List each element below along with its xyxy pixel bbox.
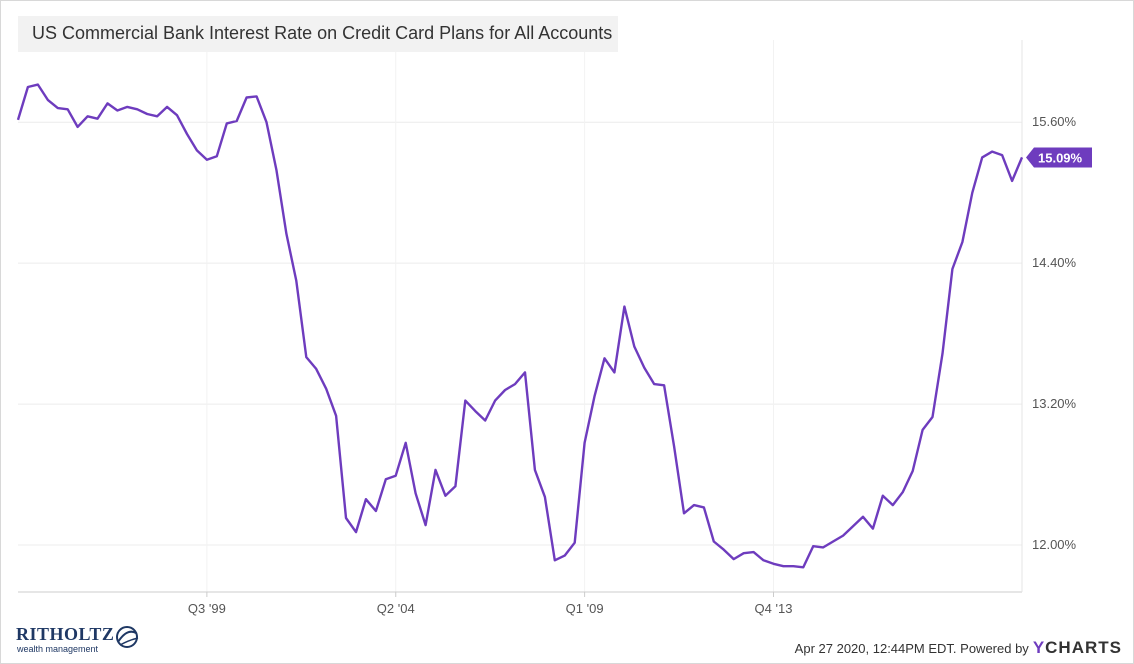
chart-title: US Commercial Bank Interest Rate on Cred… [32,23,613,43]
footer-attribution: Apr 27 2020, 12:44PM EDT. Powered by YCH… [795,638,1122,658]
last-value-badge: 15.09% [1026,147,1092,168]
y-tick-label: 14.40% [1032,255,1077,270]
ycharts-brand[interactable]: YCHARTS [1033,638,1122,658]
last-value-label: 15.09% [1038,150,1083,165]
x-ticks: Q3 '99 Q2 '04 Q1 '09 Q4 '13 [188,592,793,616]
x-tick-label: Q1 '09 [566,601,604,616]
y-tick-label: 12.00% [1032,537,1077,552]
y-tick-label: 13.20% [1032,396,1077,411]
ycharts-brand-y: Y [1032,638,1046,657]
gridlines [18,40,1022,592]
series-line [16,83,1024,569]
footer-timestamp: Apr 27 2020, 12:44PM EDT. Powered by [794,640,1029,656]
logo-emblem-icon [116,626,139,648]
logo-wordmark: RITHOLTZ [16,624,115,644]
y-ticks: 15.60% 14.40% 13.20% 12.00% [1032,114,1077,552]
x-tick-label: Q3 '99 [188,601,226,616]
last-value-badge-shape [1026,147,1092,168]
x-tick-label: Q2 '04 [377,601,415,616]
ritholtz-logo: RITHOLTZ wealth management [16,622,146,656]
x-tick-label: Q4 '13 [755,601,793,616]
ycharts-brand-rest: CHARTS [1045,638,1122,657]
logo-subtitle: wealth management [17,644,99,654]
title-box: US Commercial Bank Interest Rate on Cred… [18,16,618,52]
y-tick-label: 15.60% [1032,114,1077,129]
